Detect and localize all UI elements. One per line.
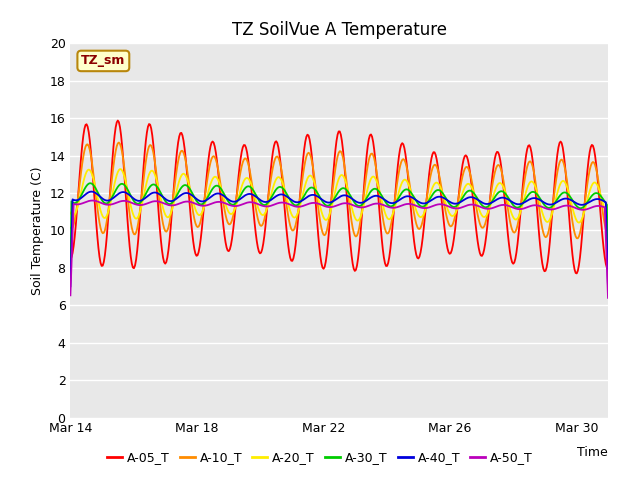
A-10_T	[67, 225, 74, 231]
A-40_T	[604, 286, 612, 292]
A-30_T	[508, 201, 516, 206]
Legend: A-05_T, A-10_T, A-20_T, A-30_T, A-40_T, A-50_T: A-05_T, A-10_T, A-20_T, A-30_T, A-40_T, …	[102, 446, 538, 469]
A-50_T	[323, 204, 331, 210]
A-20_T	[604, 216, 612, 222]
Text: Time: Time	[577, 446, 608, 459]
A-40_T	[323, 199, 331, 205]
A-50_T	[388, 205, 396, 211]
A-05_T	[67, 255, 74, 261]
A-05_T	[114, 118, 122, 123]
A-05_T	[323, 251, 331, 257]
A-10_T	[593, 171, 601, 177]
Line: A-20_T: A-20_T	[70, 169, 608, 223]
A-20_T	[323, 217, 331, 223]
A-30_T	[67, 270, 74, 276]
A-50_T	[326, 204, 334, 210]
A-50_T	[67, 292, 74, 298]
A-50_T	[508, 204, 516, 210]
A-30_T	[592, 190, 600, 196]
A-20_T	[388, 214, 396, 220]
Text: TZ_sm: TZ_sm	[81, 54, 125, 67]
A-10_T	[323, 228, 331, 233]
A-20_T	[575, 220, 583, 226]
A-30_T	[323, 203, 331, 208]
Line: A-10_T: A-10_T	[70, 143, 608, 238]
A-40_T	[67, 284, 74, 289]
A-05_T	[508, 259, 516, 265]
Line: A-50_T: A-50_T	[70, 201, 608, 298]
A-40_T	[388, 200, 396, 206]
A-50_T	[358, 204, 366, 210]
A-40_T	[326, 200, 334, 205]
A-30_T	[358, 202, 366, 207]
A-20_T	[508, 212, 516, 218]
A-05_T	[593, 172, 601, 178]
A-05_T	[358, 206, 366, 212]
A-10_T	[388, 219, 396, 225]
A-20_T	[116, 166, 124, 172]
A-50_T	[592, 203, 600, 209]
A-40_T	[508, 199, 516, 205]
A-20_T	[326, 210, 334, 216]
Line: A-30_T: A-30_T	[70, 183, 608, 276]
Line: A-40_T: A-40_T	[70, 192, 608, 289]
A-20_T	[593, 182, 601, 188]
A-40_T	[358, 200, 366, 205]
A-10_T	[326, 208, 334, 214]
A-20_T	[358, 208, 366, 214]
A-30_T	[326, 202, 334, 207]
A-10_T	[115, 140, 123, 145]
A-50_T	[88, 198, 96, 204]
A-10_T	[508, 227, 516, 233]
A-05_T	[388, 236, 396, 241]
A-30_T	[604, 273, 612, 279]
A-10_T	[574, 235, 582, 241]
Title: TZ SoilVue A Temperature: TZ SoilVue A Temperature	[232, 21, 447, 39]
A-05_T	[604, 266, 612, 272]
A-20_T	[67, 210, 74, 216]
A-50_T	[604, 295, 612, 300]
A-30_T	[388, 204, 396, 209]
A-40_T	[592, 196, 600, 202]
Line: A-05_T: A-05_T	[70, 120, 608, 274]
A-10_T	[604, 232, 612, 238]
Y-axis label: Soil Temperature (C): Soil Temperature (C)	[31, 166, 44, 295]
A-10_T	[358, 204, 366, 209]
A-05_T	[573, 271, 580, 276]
A-30_T	[86, 180, 93, 186]
A-40_T	[88, 189, 96, 194]
A-05_T	[326, 215, 334, 220]
